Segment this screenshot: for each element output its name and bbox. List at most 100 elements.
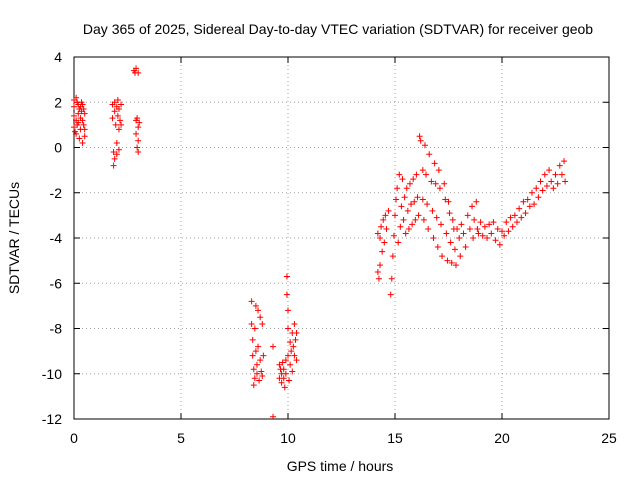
data-point [278,379,285,386]
data-point [73,94,80,101]
data-point [546,167,553,174]
y-tick-label: -10 [42,366,62,382]
data-point [379,248,386,255]
data-point [257,357,264,364]
data-point [484,235,491,241]
data-point [543,182,550,189]
data-point [473,198,480,205]
data-point [112,121,119,128]
data-point [285,352,291,359]
chart-title: Day 365 of 2025, Sidereal Day-to-day VTE… [83,21,593,37]
data-point [562,178,569,185]
data-point [257,314,264,321]
data-point [291,352,298,359]
data-point [258,368,265,375]
data-point [416,133,423,140]
data-point [282,370,289,377]
data-point [409,221,416,228]
data-point [541,171,548,178]
data-point [537,178,544,185]
data-point [377,262,384,269]
data-point [249,352,256,359]
data-point [419,196,426,203]
data-point [115,126,122,133]
data-point [513,219,520,226]
data-point [251,375,258,382]
x-tick-label: 25 [601,430,617,446]
y-tick-label: -8 [50,321,63,337]
data-point [403,185,410,192]
data-point [81,126,88,133]
data-point [507,214,514,221]
data-point [385,207,392,214]
data-point [430,235,437,241]
data-point [444,257,451,264]
data-point [556,162,563,169]
data-point [535,194,542,201]
data-point [397,223,404,230]
data-point [486,221,493,228]
data-point [259,373,266,380]
data-point [114,112,121,119]
data-point [270,343,277,350]
data-point [285,325,291,332]
data-point [503,219,510,226]
data-point [550,185,557,192]
data-point [462,244,469,251]
data-point [554,180,561,187]
data-point [454,225,461,232]
data-point [118,121,125,128]
data-point [436,185,443,192]
data-point [374,268,381,275]
data-point [413,171,420,178]
data-point [377,235,384,241]
data-point [118,101,125,108]
data-point [115,146,122,153]
data-point [73,130,80,137]
data-point [279,359,286,366]
data-point [248,298,255,305]
y-tick-label: -4 [50,230,63,246]
data-point [110,162,117,169]
data-point [411,198,418,205]
y-tick-label: 0 [54,140,62,156]
data-point [79,101,86,108]
data-point [81,133,88,140]
data-point [423,171,430,178]
data-point [449,216,456,223]
data-point [522,210,529,217]
data-point [293,357,300,364]
x-tick-label: 5 [177,430,185,446]
data-point [531,201,538,208]
data-point [375,275,382,282]
data-point [283,291,290,298]
data-point [415,212,422,219]
data-point [395,239,402,246]
data-point [505,228,512,235]
data-point [494,225,501,232]
data-point [481,223,488,230]
data-point [81,110,88,117]
data-point [479,232,486,239]
y-tick-label: -12 [42,411,62,427]
data-point [390,232,397,239]
x-tick-label: 0 [70,430,78,446]
data-point [382,212,389,219]
data-point [276,361,283,368]
data-point [282,357,289,364]
data-point [448,259,455,266]
data-point [441,180,448,187]
x-axis-ticks: 0 5 10 15 20 25 [70,57,617,446]
data-point [466,225,473,232]
data-point [383,225,390,232]
data-point [79,139,86,146]
data-point [75,119,82,126]
data-point [446,210,453,217]
data-point [524,196,531,203]
data-point [426,151,433,158]
grid-lines [74,57,609,419]
data-point [135,137,142,144]
data-point [425,225,432,232]
data-point [288,348,295,355]
